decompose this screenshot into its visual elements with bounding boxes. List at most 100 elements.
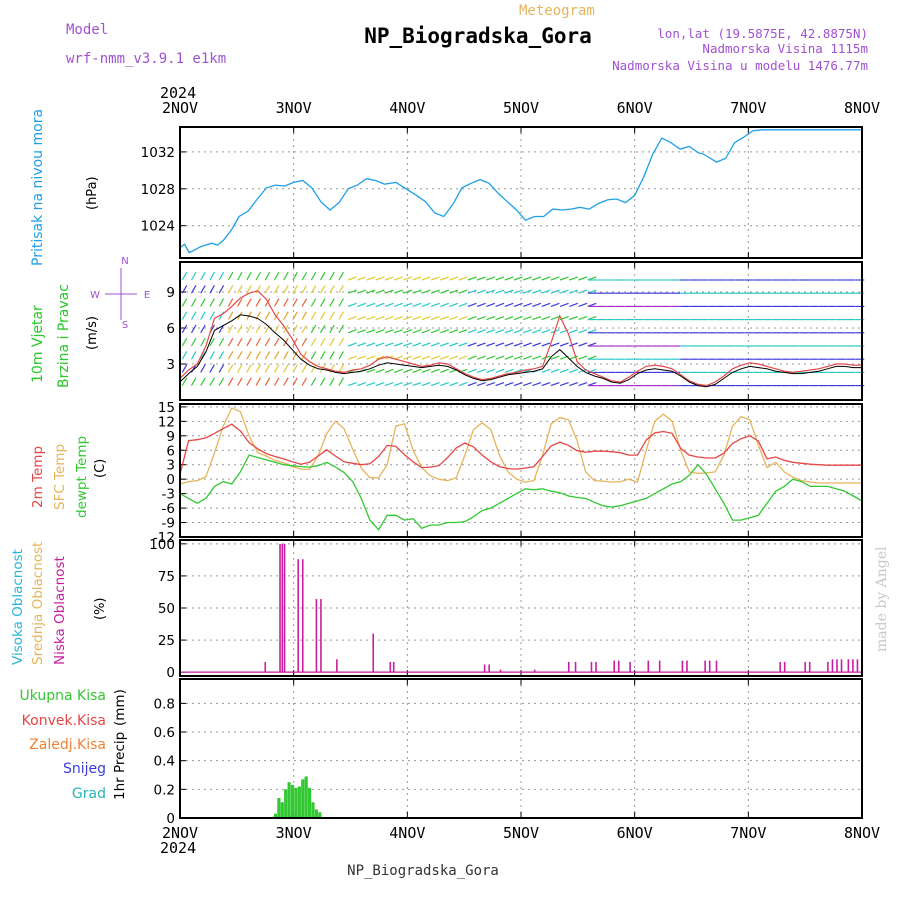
wind-barb (523, 342, 532, 347)
wind-barb (384, 381, 394, 387)
wind-barb (486, 276, 496, 281)
wind-barb (190, 337, 197, 347)
wind-barb (237, 324, 243, 334)
wind-barb (421, 368, 431, 373)
wind-barb (513, 381, 523, 387)
wind-barb (347, 381, 357, 387)
date-tick-label: 3NOV (276, 99, 312, 117)
wind-barb (541, 302, 551, 307)
wind-barb (569, 315, 579, 321)
wind-barb (513, 289, 523, 294)
wind-barb (569, 276, 579, 281)
wind-barb (329, 337, 335, 347)
wind-barb (329, 298, 335, 307)
wind-barb (394, 368, 403, 373)
wind-barb (246, 324, 252, 334)
wind-barb (476, 315, 486, 321)
wind-barb (218, 364, 225, 373)
wind-barb (578, 315, 588, 321)
y-tick-label: 15 (158, 400, 175, 416)
footer-station: NP_Biogradska_Gora (347, 863, 499, 879)
wind-barb (578, 329, 588, 334)
wind-barb (329, 285, 335, 294)
wind-barb (227, 377, 234, 386)
wind-barb (486, 302, 496, 307)
wind-barb (476, 342, 486, 347)
wind-barb (523, 355, 532, 360)
wind-barb (375, 329, 385, 334)
wind-barb (292, 324, 298, 334)
wind-barb (329, 311, 335, 320)
wind-barb (347, 276, 357, 281)
wind-barb (338, 298, 344, 307)
wind-barb (384, 289, 394, 294)
wind-barb (559, 302, 569, 307)
wind-barb (504, 289, 514, 294)
wind-barb (338, 337, 344, 347)
wind-barb (347, 315, 357, 321)
wind-barb (569, 302, 579, 307)
wind-barb (209, 351, 215, 360)
wind-barb (319, 271, 326, 281)
wind-barb (440, 329, 449, 334)
wind-barb (357, 355, 367, 360)
wind-barb (458, 329, 468, 334)
wind-barb (384, 276, 394, 281)
precip-bar (277, 797, 281, 818)
precip-bar (290, 785, 295, 818)
wind-barb (394, 289, 403, 294)
wind-barb (283, 311, 289, 320)
wind-barb (430, 315, 440, 321)
wind-barb (255, 324, 262, 334)
wind-barb (550, 368, 560, 373)
wind-barb (412, 342, 422, 347)
wind-compass-icon: W E N S (90, 256, 150, 331)
wind-barb (237, 351, 243, 360)
y-tick-label: 12 (158, 414, 175, 430)
cloud-unit: (%) (93, 598, 108, 621)
wind-barb (513, 355, 523, 360)
wind-barb (476, 355, 486, 360)
wind-unit: (m/s) (85, 316, 100, 350)
y-tick-label: -12 (153, 530, 175, 546)
wind-barb (440, 368, 449, 373)
wind-barb (394, 329, 403, 334)
y-tick-label: -6 (162, 501, 175, 517)
wind-barb (541, 289, 551, 294)
wind-barb (458, 276, 468, 281)
wind-barb (495, 329, 505, 334)
wind-barb (394, 302, 403, 307)
wind-barb (394, 342, 403, 347)
wind-barb (412, 302, 422, 307)
wind-gust-line (179, 314, 862, 388)
wind-barb (292, 377, 298, 386)
wind-barb (532, 315, 542, 321)
wind-barb (532, 381, 542, 387)
wind-barb (283, 298, 289, 307)
wind-barb (319, 324, 326, 334)
wind-barb (338, 271, 344, 281)
wind-barb (449, 289, 459, 294)
wind-barb (200, 324, 206, 334)
wind-barb (273, 337, 280, 347)
temp-unit: (C) (93, 459, 108, 478)
wind-barb (319, 298, 326, 307)
wind-barb (541, 329, 551, 334)
wind-barb (412, 276, 422, 281)
cloud-ylabel-mid: Srednja Oblacnost (30, 542, 46, 665)
wind-barb (550, 289, 560, 294)
precip-bar (301, 779, 305, 818)
wind-barb (227, 324, 234, 334)
wind-barb (440, 342, 449, 347)
wind-barb (227, 271, 234, 281)
wind-barb (476, 289, 486, 294)
watermark: made by Angel (874, 546, 890, 652)
wind-barb (467, 302, 477, 307)
wind-barb (495, 315, 505, 321)
wind-barb (384, 368, 394, 373)
y-tick-label: 0 (166, 472, 175, 488)
legend-grad: Grad (72, 786, 106, 802)
compass-letter: W (90, 290, 100, 301)
